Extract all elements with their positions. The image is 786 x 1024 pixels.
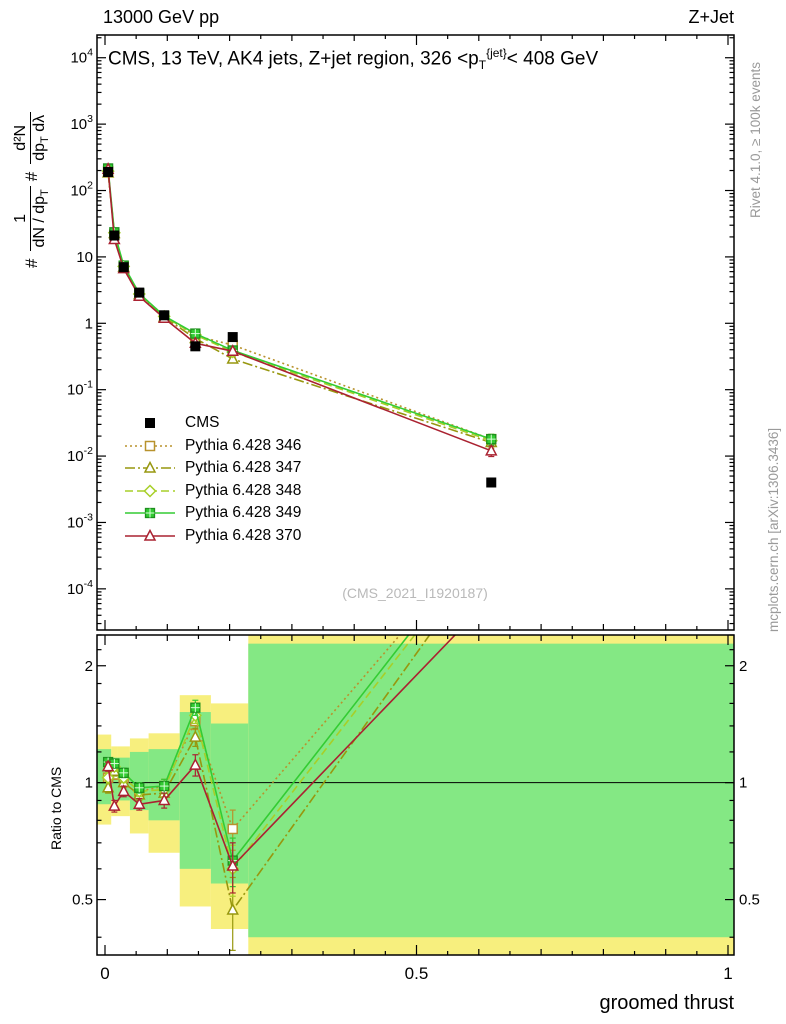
svg-text:10-1: 10-1 — [67, 379, 93, 399]
series-main-pythia-6-428-349 — [102, 163, 497, 446]
main-y-axis-label: #1 dN / dpT # d²N dpT dλ — [12, 107, 52, 268]
legend-item-pythia-370: Pythia 6.428 370 — [123, 525, 301, 548]
legend-item-pythia-349: Pythia 6.428 349 — [123, 502, 301, 525]
svg-text:0.5: 0.5 — [72, 892, 93, 909]
fraction-1: 1 dN / dpT — [12, 186, 52, 251]
main-panel-border — [96, 34, 735, 631]
svg-text:1: 1 — [723, 964, 732, 983]
svg-text:0.5: 0.5 — [405, 964, 429, 983]
legend-item-cms: CMS — [123, 412, 301, 435]
ratio-uncertainty-bands — [97, 635, 734, 955]
svg-text:102: 102 — [70, 180, 93, 200]
legend-item-pythia-346: Pythia 6.428 346 — [123, 435, 301, 458]
series-ratio-pythia-6-428-370 — [101, 635, 457, 894]
pythia-370-marker-sample — [125, 528, 175, 541]
beam-energy-label: 13000 GeV pp — [103, 7, 220, 27]
svg-text:103: 103 — [70, 113, 93, 133]
process-label: Z+Jet — [688, 7, 734, 27]
svg-text:10-4: 10-4 — [67, 578, 93, 598]
fraction-2: d²N dpT dλ — [12, 111, 52, 164]
svg-text:104: 104 — [70, 47, 93, 67]
svg-text:1: 1 — [85, 315, 93, 332]
mcplots-reference-note: mcplots.cern.ch [arXiv:1306.3436] — [766, 427, 781, 632]
rivet-version-note: Rivet 4.1.0, ≥ 100k events — [748, 62, 763, 218]
ratio-panel-border — [96, 634, 735, 956]
pythia-349-marker-sample — [125, 508, 175, 519]
svg-text:10-2: 10-2 — [67, 445, 93, 465]
legend-label: Pythia 6.428 347 — [185, 459, 302, 477]
pythia-347-marker-sample — [125, 461, 175, 473]
ratio-y-axis-label: Ratio to CMS — [48, 766, 64, 850]
legend-label: Pythia 6.428 349 — [185, 504, 302, 522]
legend-label: Pythia 6.428 346 — [185, 436, 302, 454]
legend: CMS Pythia 6.428 346 Pythia 6.428 347 Py… — [123, 412, 301, 547]
svg-text:10: 10 — [76, 249, 93, 266]
hash-symbol: # — [21, 171, 41, 182]
cms-marker-sample — [145, 418, 155, 429]
analysis-id-watermark: (CMS_2021_I1920187) — [342, 585, 488, 601]
legend-label: Pythia 6.428 348 — [185, 481, 302, 499]
series-main-pythia-6-428-346 — [102, 165, 497, 446]
svg-text:2: 2 — [85, 658, 93, 675]
svg-text:10-3: 10-3 — [67, 511, 93, 531]
legend-label: Pythia 6.428 370 — [185, 526, 302, 544]
series-main-pythia-6-428-348 — [101, 164, 498, 448]
title-tail: < 408 GeV — [506, 48, 599, 70]
title-sup: {jet} — [486, 46, 507, 60]
green-band — [248, 643, 734, 938]
series-main-pythia-6-428-347 — [101, 165, 498, 449]
x-axis-label: groomed thrust — [599, 992, 734, 1014]
pythia-346-marker-sample — [125, 440, 175, 451]
plot-title: CMS, 13 TeV, AK4 jets, Z+jet region, 326… — [108, 46, 738, 72]
legend-item-pythia-348: Pythia 6.428 348 — [123, 480, 301, 503]
legend-item-pythia-347: Pythia 6.428 347 — [123, 457, 301, 480]
pythia-348-marker-sample — [125, 484, 175, 498]
axis-ticks — [97, 35, 734, 955]
svg-text:0.5: 0.5 — [739, 892, 760, 909]
svg-text:2: 2 — [739, 658, 747, 675]
svg-text:0: 0 — [100, 964, 109, 983]
legend-label: CMS — [185, 414, 220, 432]
svg-text:1: 1 — [85, 775, 93, 792]
title-text: CMS, 13 TeV, AK4 jets, Z+jet region, 326… — [108, 48, 479, 70]
svg-text:1: 1 — [739, 775, 747, 792]
hash-symbol: # — [21, 258, 41, 268]
series-main-cms — [103, 167, 497, 488]
title-sub: T — [478, 58, 487, 73]
